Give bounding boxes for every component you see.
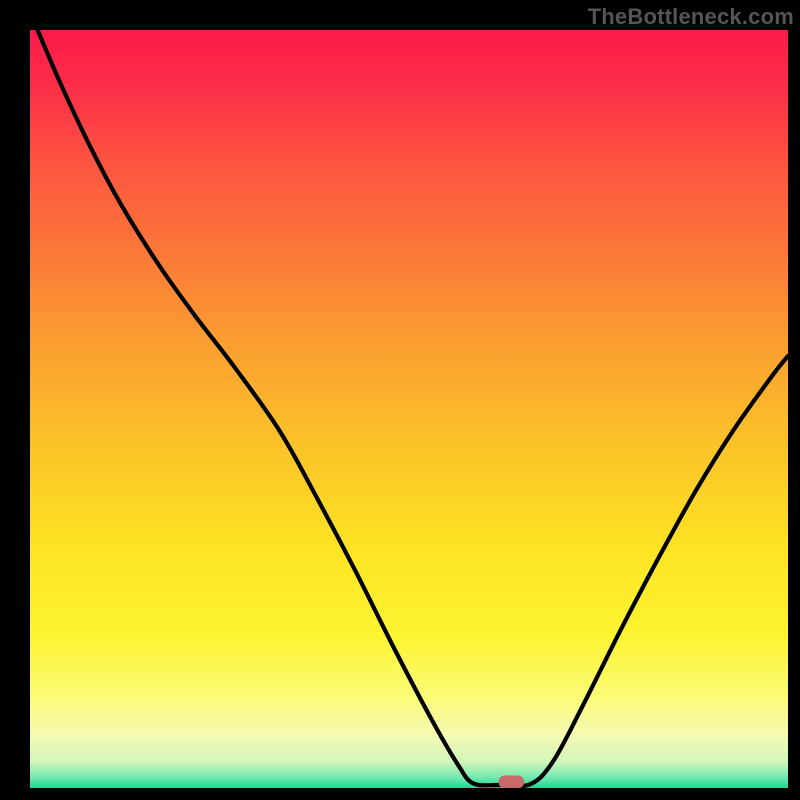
attribution-text: TheBottleneck.com	[588, 4, 794, 30]
frame-bottom	[0, 788, 800, 800]
frame-right	[788, 0, 800, 800]
bottleneck-chart	[0, 0, 800, 800]
frame-left	[0, 0, 30, 800]
optimal-marker	[498, 775, 524, 788]
